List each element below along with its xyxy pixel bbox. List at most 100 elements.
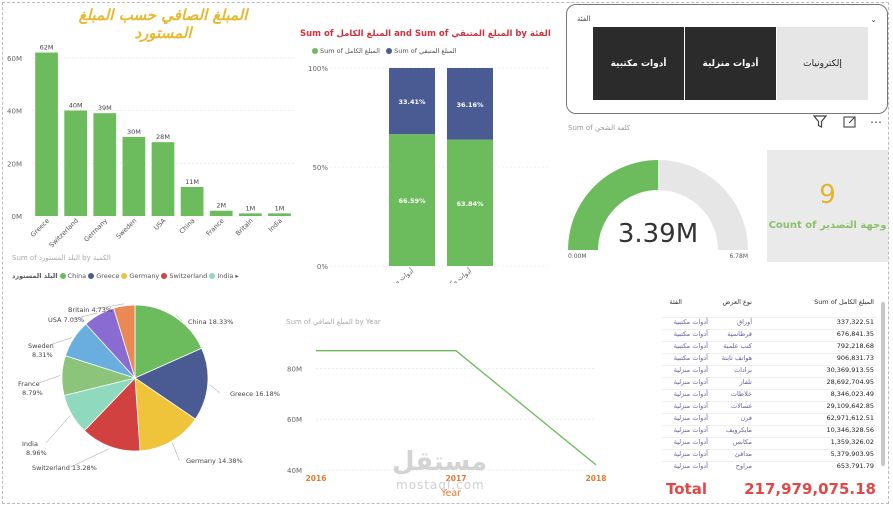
bar[interactable] <box>238 213 262 216</box>
segment-data-label: 63.84% <box>456 200 484 208</box>
bar-segment-remaining[interactable] <box>389 68 435 135</box>
cell-type: فرن <box>740 414 752 422</box>
leader-line <box>72 312 98 320</box>
y-tick-label: 50% <box>312 164 328 172</box>
pie-chart[interactable]: China 18.33% Greece 16.18% Germany 14.38% S… <box>0 288 280 488</box>
table-row[interactable]: أدوات منزلية مراوح 653,791.79 <box>662 461 876 473</box>
legend-item-full[interactable]: Sum of المبلغ الكامل <box>312 47 380 55</box>
gauge-title: Sum of كلفة الشحن <box>568 124 631 132</box>
table-row[interactable]: أدوات منزلية مايكرويف 10,346,328.56 <box>662 425 876 437</box>
bar-data-label: 11M <box>185 178 199 186</box>
table-row[interactable]: أدوات منزلية فرن 62,971,612.51 <box>662 413 876 425</box>
bar-segment-full[interactable] <box>447 139 493 266</box>
segment-data-label: 36.16% <box>456 101 484 109</box>
legend-item-india[interactable]: India <box>209 272 233 280</box>
stacked-chart[interactable]: 0% 50% 100% 66.59% 33.41% أدوات منزلية 63.84% 3… <box>300 58 555 283</box>
bar-segment-full[interactable] <box>389 134 435 266</box>
legend-item-greece[interactable]: Greece <box>88 272 119 280</box>
table-row[interactable]: أدوات منزلية مكانس 1,359,326.02 <box>662 437 876 449</box>
table-row[interactable]: أدوات مكتبية كتب علمية 792,218.68 <box>662 341 876 353</box>
cell-type: مايكرويف <box>725 426 752 434</box>
gauge-min: 0.00M <box>568 253 587 260</box>
x-tick-label: Germany <box>82 217 109 244</box>
cell-amount: 30,369,913.55 <box>826 366 874 374</box>
y-tick-label: 60M <box>287 416 302 424</box>
legend-next-icon[interactable]: ▸ <box>235 272 239 280</box>
y-tick-label: 0M <box>12 213 23 221</box>
stacked-legend: Sum of المبلغ الكامل Sum of المبلغ المتب… <box>312 47 456 55</box>
total-label: Total <box>666 480 707 498</box>
bar[interactable] <box>268 213 291 216</box>
bar[interactable] <box>180 187 204 216</box>
bar-segment-remaining[interactable] <box>447 68 493 140</box>
watermark-logo: مستقل <box>392 447 488 477</box>
legend-dot <box>312 48 318 54</box>
more-options-icon[interactable]: ⋯ <box>870 115 883 129</box>
legend-item-switzerland[interactable]: Switzerland <box>161 272 207 280</box>
pie-slice[interactable] <box>113 304 136 379</box>
bar-chart[interactable]: 0M 20M 40M 60M 62M Greece 40M Switzerland 39M Ger… <box>0 28 300 248</box>
x-tick-label: 2017 <box>446 474 467 483</box>
pie-slice[interactable] <box>134 304 203 379</box>
col-header-amount[interactable]: Sum of المبلغ الكامل <box>814 298 874 306</box>
table-row[interactable]: أدوات منزلية خلاطات 8,346,023.49 <box>662 389 876 401</box>
pie-data-label: Sweden 8.31% <box>28 342 54 359</box>
x-tick-label: Switzerland <box>48 217 80 248</box>
bar-chart-title: المبلغ الصافي حسب المبلغ المستورد <box>78 6 248 42</box>
slicer-item-home[interactable]: أدوات منزلية <box>685 27 776 100</box>
legend-item-remaining[interactable]: Sum of المبلغ المتبقي <box>386 47 456 55</box>
slicer-item-office[interactable]: أدوات مكتبية <box>593 27 684 100</box>
table-row[interactable]: أدوات منزلية تلفاز 28,692,704.95 <box>662 377 876 389</box>
x-tick-label: أدوات مكتبية <box>440 266 473 283</box>
cell-amount: 1,359,326.02 <box>830 438 874 446</box>
cell-type: برادات <box>733 366 752 374</box>
legend-dot <box>386 48 393 54</box>
pie-slice[interactable] <box>134 377 196 452</box>
leader-line <box>172 442 180 461</box>
bar-data-label: 28M <box>156 133 170 141</box>
cell-category: أدوات مكتبية <box>673 318 708 326</box>
series-line[interactable] <box>316 350 597 466</box>
bar[interactable] <box>35 52 58 216</box>
bar[interactable] <box>64 110 88 216</box>
pie-slice[interactable] <box>134 347 209 420</box>
cell-type: مكانس <box>732 438 752 446</box>
table-row[interactable]: أدوات مكتبية قرطاسية 676,841.35 <box>662 329 876 341</box>
table-row[interactable]: أدوات منزلية غسالات 29,109,642.85 <box>662 401 876 413</box>
cell-amount: 653,791.79 <box>836 462 874 470</box>
col-header-category[interactable]: الفئة <box>669 298 682 306</box>
table-row[interactable]: أدوات منزلية برادات 30,369,913.55 <box>662 365 876 377</box>
legend-item-china[interactable]: China <box>59 272 86 280</box>
y-tick-label: 100% <box>308 65 328 73</box>
legend-item-germany[interactable]: Germany <box>121 272 159 280</box>
total-value: 217,979,075.18 <box>744 480 876 498</box>
bar[interactable] <box>209 210 233 216</box>
col-header-type[interactable]: نوع العرض <box>722 298 752 306</box>
bar[interactable] <box>151 142 175 216</box>
cell-amount: 792,218.68 <box>836 342 874 350</box>
bar[interactable] <box>93 113 117 216</box>
cell-type: مراوح <box>735 462 752 470</box>
table-row[interactable]: أدوات مكتبية أوراق 337,322.51 <box>662 317 876 329</box>
x-tick-label: France <box>205 217 226 238</box>
x-axis-title: Year <box>440 488 461 499</box>
table-row[interactable]: أدوات منزلية مدافئ 5,379,903.95 <box>662 449 876 461</box>
destination-count-card[interactable]: 9 Count of وجهة التصدير <box>767 150 888 262</box>
table-scrollbar[interactable] <box>881 302 885 466</box>
pie-slice[interactable] <box>83 377 141 452</box>
shipping-cost-gauge[interactable]: 3.39M 0.00M 6.78M <box>562 150 762 265</box>
pie-data-label: USA 7.03% <box>48 316 84 324</box>
filter-icon[interactable] <box>812 115 828 131</box>
segment-data-label: 66.59% <box>398 197 426 205</box>
cell-category: أدوات منزلية <box>673 378 708 386</box>
focus-mode-icon[interactable] <box>843 115 857 131</box>
pie-data-label: China 18.33% <box>188 318 233 326</box>
table-row[interactable]: أدوات مكتبية هواتف ثابتة 906,831.73 <box>662 353 876 365</box>
line-chart[interactable]: 40M 60M 80M 2016 2017 2018 Year <box>282 330 612 502</box>
chevron-down-icon[interactable]: ⌄ <box>870 15 877 24</box>
y-tick-label: 40M <box>7 108 22 116</box>
slicer-item-electronics[interactable]: إلكترونيات <box>777 27 868 100</box>
pie-legend-title: البلد المستورد <box>12 272 58 280</box>
bar[interactable] <box>122 136 146 216</box>
pie-data-label: India 8.96% <box>22 440 47 457</box>
